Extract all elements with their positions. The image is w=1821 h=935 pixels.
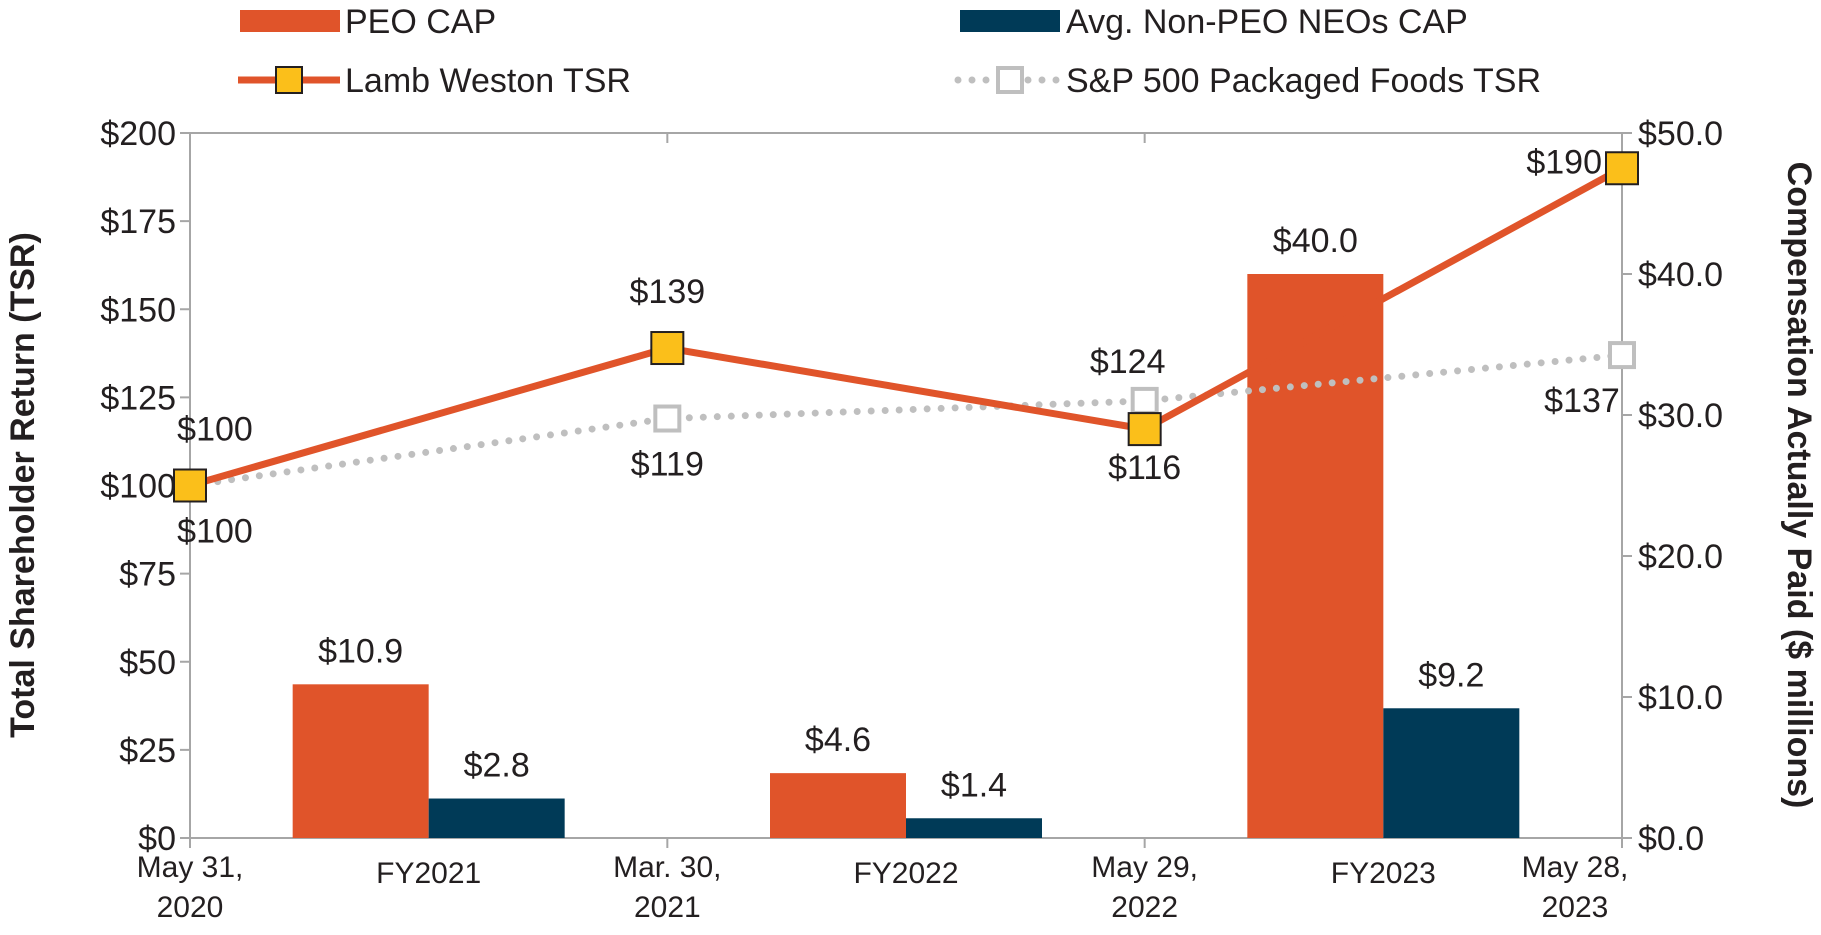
x-tick-label: 2020 bbox=[157, 891, 224, 924]
x-axis: May 31, 2020 Mar. 30, 2021 May 29, 2022 May 28… bbox=[137, 133, 1629, 924]
point-label-s-p-500-packaged-foods-tsr: $124 bbox=[1090, 343, 1166, 381]
left-axis: $0 $25 $50 $75 $100 $125 $150 $175 $200 bbox=[100, 115, 190, 858]
legend-label-peo-cap: PEO CAP bbox=[345, 3, 496, 41]
left-axis-title: Total Shareholder Return (TSR) bbox=[4, 232, 42, 738]
point-label-lamb-weston-tsr: $190 bbox=[1526, 143, 1602, 181]
bar-avg-non-peo-neos-cap bbox=[428, 798, 565, 838]
left-tick-label: $200 bbox=[100, 115, 176, 153]
x-tick-label: May 28, bbox=[1522, 851, 1629, 884]
right-tick-label: $20.0 bbox=[1638, 538, 1723, 576]
bar-avg-non-peo-neos-cap bbox=[906, 818, 1042, 838]
category-label: FY2021 bbox=[376, 857, 481, 890]
point-label-s-p-500-packaged-foods-tsr: $119 bbox=[631, 446, 704, 484]
point-label-s-p-500-packaged-foods-tsr: $100 bbox=[177, 513, 253, 551]
x-tick-label: Mar. 30, bbox=[613, 851, 721, 884]
line-s-p-500-packaged-foods-tsr bbox=[186, 351, 1626, 489]
bar-label-avg-non-peo-neos-cap: $2.8 bbox=[464, 747, 530, 785]
lines bbox=[173, 151, 1639, 503]
bar-avg-non-peo-neos-cap bbox=[1383, 708, 1520, 838]
x-tick-label: 2021 bbox=[634, 891, 701, 924]
legend-item-peo-cap: PEO CAP bbox=[240, 3, 496, 41]
x-tick-label: May 31, bbox=[137, 851, 244, 884]
legend-swatch-peo-cap bbox=[240, 10, 340, 32]
x-tick-label: 2022 bbox=[1111, 891, 1178, 924]
x-tick-label: 2023 bbox=[1542, 891, 1609, 924]
point-label-lamb-weston-tsr: $139 bbox=[630, 273, 706, 311]
bar-label-avg-non-peo-neos-cap: $9.2 bbox=[1418, 656, 1484, 694]
bar-label-peo-cap: $10.9 bbox=[318, 632, 403, 670]
legend-item-sp500-tsr: S&P 500 Packaged Foods TSR bbox=[954, 62, 1541, 100]
legend-marker-lamb-weston-tsr bbox=[275, 66, 303, 94]
left-tick-label: $0 bbox=[138, 820, 176, 858]
right-tick-label: $30.0 bbox=[1638, 397, 1723, 435]
bar-peo-cap bbox=[770, 773, 906, 838]
legend-label-lamb-weston-tsr: Lamb Weston TSR bbox=[345, 62, 631, 100]
bar-peo-cap bbox=[1247, 274, 1384, 838]
left-tick-label: $125 bbox=[100, 379, 176, 417]
left-tick-label: $50 bbox=[119, 644, 176, 682]
point-label-lamb-weston-tsr: $100 bbox=[177, 411, 253, 449]
data-labels: $10.9 $4.6 $40.0 $2.8 $1.4 $9.2 $100 $139 $116 $1… bbox=[177, 143, 1620, 804]
legend-label-sp500-tsr: S&P 500 Packaged Foods TSR bbox=[1066, 62, 1541, 100]
right-tick-label: $0.0 bbox=[1638, 820, 1704, 858]
category-label: FY2023 bbox=[1331, 857, 1436, 890]
legend-label-non-peo-cap: Avg. Non-PEO NEOs CAP bbox=[1066, 3, 1468, 41]
marker-lamb-weston-tsr bbox=[1127, 412, 1162, 447]
right-axis-title: Compensation Actually Paid ($ millions) bbox=[1780, 162, 1818, 809]
left-tick-label: $100 bbox=[100, 468, 176, 506]
right-tick-label: $50.0 bbox=[1638, 115, 1723, 153]
bar-label-peo-cap: $4.6 bbox=[805, 721, 871, 759]
right-tick-label: $10.0 bbox=[1638, 679, 1723, 717]
right-axis: $0.0 $10.0 $20.0 $30.0 $40.0 $50.0 bbox=[1622, 115, 1723, 858]
marker-lamb-weston-tsr bbox=[650, 331, 685, 366]
bar-label-avg-non-peo-neos-cap: $1.4 bbox=[941, 766, 1007, 804]
left-tick-label: $25 bbox=[119, 732, 176, 770]
marker-s-p-500-packaged-foods-tsr bbox=[1608, 341, 1636, 370]
marker-s-p-500-packaged-foods-tsr bbox=[1130, 386, 1159, 415]
legend-marker-sp500-tsr bbox=[996, 66, 1024, 94]
category-label: FY2022 bbox=[853, 857, 958, 890]
marker-lamb-weston-tsr bbox=[173, 468, 207, 503]
left-tick-label: $175 bbox=[100, 203, 176, 241]
x-tick-label: May 29, bbox=[1091, 851, 1198, 884]
marker-lamb-weston-tsr bbox=[1605, 151, 1639, 186]
legend: PEO CAP Avg. Non-PEO NEOs CAP Lamb Westo… bbox=[238, 3, 1541, 100]
line-lamb-weston-tsr bbox=[189, 165, 1624, 489]
left-tick-label: $150 bbox=[100, 291, 176, 329]
left-tick-label: $75 bbox=[119, 556, 176, 594]
legend-swatch-non-peo-cap bbox=[960, 10, 1060, 32]
legend-item-non-peo-cap: Avg. Non-PEO NEOs CAP bbox=[960, 3, 1468, 41]
bar-peo-cap bbox=[292, 684, 429, 838]
bars bbox=[292, 274, 1520, 838]
point-label-s-p-500-packaged-foods-tsr: $137 bbox=[1544, 382, 1620, 420]
right-tick-label: $40.0 bbox=[1638, 256, 1723, 294]
bar-label-peo-cap: $40.0 bbox=[1273, 222, 1358, 260]
marker-s-p-500-packaged-foods-tsr bbox=[653, 404, 682, 433]
legend-item-lamb-weston-tsr: Lamb Weston TSR bbox=[238, 62, 631, 100]
point-label-lamb-weston-tsr: $116 bbox=[1108, 449, 1181, 487]
